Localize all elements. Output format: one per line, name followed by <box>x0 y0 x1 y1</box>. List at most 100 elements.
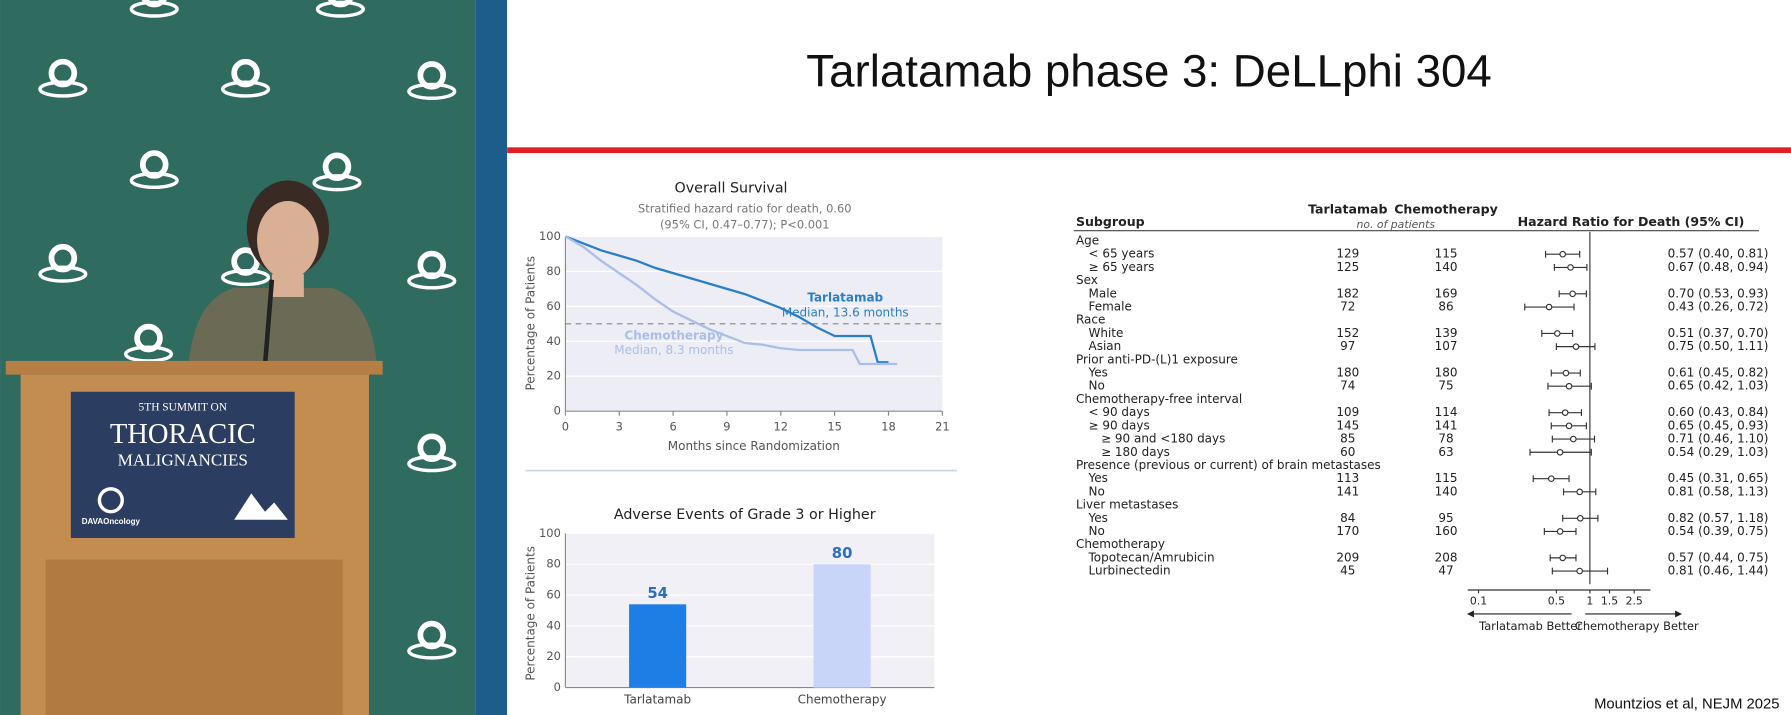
wall-logo <box>48 243 78 273</box>
row-label: Presence (previous or current) of brain … <box>1076 458 1381 472</box>
count: 107 <box>1435 339 1458 353</box>
count: 95 <box>1438 511 1453 525</box>
legend-label: Chemotherapy <box>624 328 723 342</box>
count: 169 <box>1435 286 1458 300</box>
podium-text: THORACIC <box>110 419 256 450</box>
hr-label: 0.81 (0.58, 1.13) <box>1668 484 1769 498</box>
wall-logo <box>327 0 353 8</box>
count: 139 <box>1435 326 1458 340</box>
podium-text: 5TH SUMMIT ON <box>139 401 228 413</box>
hr-label: 0.60 (0.43, 0.84) <box>1668 405 1769 419</box>
hr-label: 0.57 (0.40, 0.81) <box>1668 247 1769 261</box>
hr-point <box>1545 303 1553 311</box>
row-label: ≥ 65 years <box>1089 260 1155 274</box>
x-tick-label: 1 <box>1586 594 1593 607</box>
count: 47 <box>1438 564 1453 578</box>
hr-label: 0.81 (0.46, 1.44) <box>1668 564 1769 578</box>
podium-panel <box>45 559 343 715</box>
count: 74 <box>1340 379 1355 393</box>
direction-label: Chemotherapy Better <box>1575 619 1699 633</box>
row-label: Yes <box>1088 511 1108 525</box>
column-header: Subgroup <box>1076 214 1145 229</box>
speaker-body <box>188 287 377 366</box>
row-label: ≥ 180 days <box>1101 445 1170 459</box>
x-tick-label: 0.1 <box>1470 594 1487 607</box>
hr-label: 0.54 (0.39, 0.75) <box>1668 524 1769 538</box>
median-label: Median, 8.3 months <box>614 343 733 357</box>
hr-point <box>1556 448 1564 456</box>
hr-label: 0.75 (0.50, 1.11) <box>1668 339 1769 353</box>
x-tick-label: Tarlatamab <box>623 693 691 707</box>
hr-label: 0.82 (0.57, 1.18) <box>1668 511 1769 525</box>
count: 170 <box>1336 524 1359 538</box>
x-tick-label: 1.5 <box>1601 594 1618 607</box>
backdrop-pattern <box>38 0 457 660</box>
hr-point <box>1556 528 1564 535</box>
survival-curve <box>564 235 898 366</box>
x-tick-label: 18 <box>881 420 896 434</box>
count: 63 <box>1438 445 1453 459</box>
count: 129 <box>1336 247 1359 261</box>
y-axis-label: Percentage of Patients <box>524 256 538 391</box>
row-label: Lurbinectedin <box>1089 564 1171 578</box>
row-label: < 65 years <box>1089 247 1155 261</box>
count: 141 <box>1336 484 1359 498</box>
title-rule <box>507 147 1791 154</box>
x-tick-label: 0.5 <box>1548 594 1565 607</box>
row-label: ≥ 90 and <180 days <box>1101 432 1225 446</box>
hr-point <box>1576 567 1584 575</box>
y-tick-label: 40 <box>546 334 561 348</box>
hr-label: 0.65 (0.42, 1.03) <box>1668 379 1769 393</box>
hr-point <box>1570 435 1577 443</box>
count: 72 <box>1340 300 1355 314</box>
bar <box>813 564 871 688</box>
count: 125 <box>1336 260 1359 274</box>
row-label: Sex <box>1076 273 1098 287</box>
row-label: Race <box>1076 313 1105 327</box>
column-header: Hazard Ratio for Death (95% CI) <box>1518 214 1745 229</box>
bar <box>629 604 687 688</box>
wall-logo <box>417 433 447 463</box>
count: 85 <box>1340 432 1355 446</box>
plot-area <box>565 533 935 688</box>
brand-logo <box>97 487 124 514</box>
y-tick-label: 60 <box>546 299 561 313</box>
row-label: White <box>1089 326 1124 340</box>
column-header: Tarlatamab <box>1308 202 1387 217</box>
hr-point <box>1565 382 1573 390</box>
microphone <box>262 279 275 366</box>
hr-point <box>1565 422 1573 430</box>
wall-logo <box>322 152 352 182</box>
y-tick-label: 20 <box>546 369 561 383</box>
wall-logo <box>48 58 78 88</box>
x-tick-label: 2.5 <box>1626 594 1643 607</box>
x-tick-label: 12 <box>774 420 789 434</box>
chart-title: Adverse Events of Grade 3 or Higher <box>614 507 876 523</box>
count: 78 <box>1438 432 1453 446</box>
count: 75 <box>1438 379 1453 393</box>
wall-logo <box>417 61 447 90</box>
hr-point <box>1576 514 1584 522</box>
count: 141 <box>1435 418 1458 432</box>
y-axis-label: Percentage of Patients <box>524 546 538 681</box>
hr-point <box>1559 554 1567 562</box>
count: 86 <box>1438 300 1453 314</box>
row-label: Chemotherapy <box>1076 537 1165 551</box>
x-tick-label: 0 <box>562 420 569 434</box>
count: 209 <box>1336 550 1359 564</box>
row-label: Chemotherapy-free interval <box>1076 392 1242 406</box>
hr-point <box>1572 343 1580 350</box>
row-label: Male <box>1089 286 1117 300</box>
hr-point <box>1567 264 1574 271</box>
count: 208 <box>1435 550 1458 564</box>
hr-point <box>1569 290 1576 298</box>
citation: Mountzios et al, NEJM 2025 <box>1594 697 1779 713</box>
x-tick-label: Chemotherapy <box>798 693 887 707</box>
y-tick-label: 80 <box>546 557 561 571</box>
median-label: Median, 13.6 months <box>782 305 909 319</box>
hr-label: 0.43 (0.26, 0.72) <box>1668 300 1769 314</box>
slide-title: Tarlatamab phase 3: DeLLphi 304 <box>806 45 1492 96</box>
summit-logo <box>234 493 288 520</box>
